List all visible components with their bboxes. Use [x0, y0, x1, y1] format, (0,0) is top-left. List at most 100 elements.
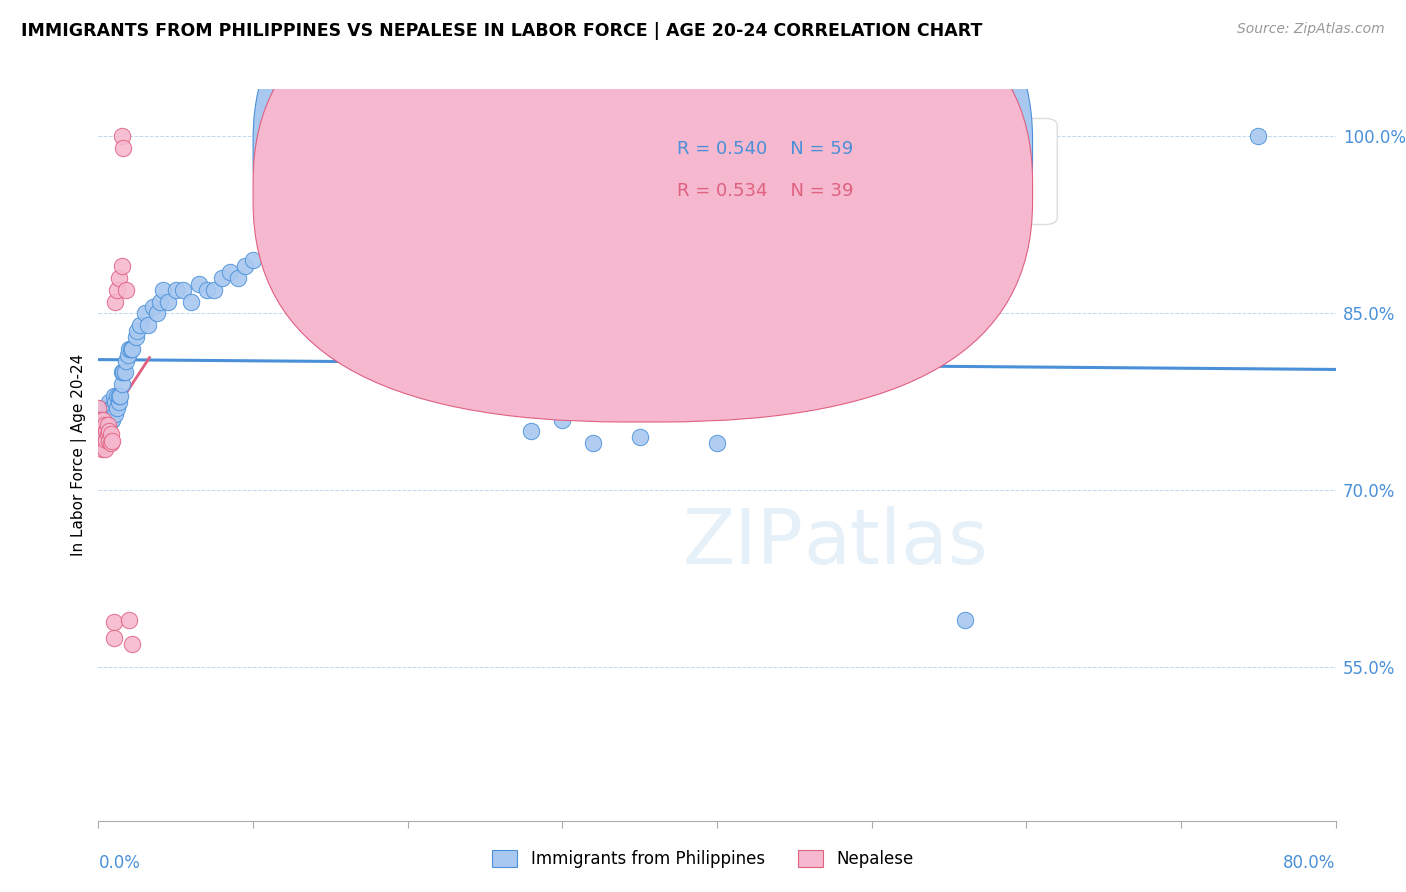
Text: 80.0%: 80.0%: [1284, 854, 1336, 871]
Text: 0.0%: 0.0%: [98, 854, 141, 871]
Point: [104, 394, 127, 409]
Point: [107, 389, 129, 403]
Point: [111, 377, 134, 392]
Point: [100, 426, 122, 441]
Point: [96, 425, 118, 439]
Point: [114, 365, 136, 379]
Point: [90, 426, 112, 441]
Text: atlas: atlas: [804, 506, 988, 580]
Point: [96, 433, 118, 447]
Point: [97, 426, 120, 441]
Point: [93, 418, 115, 433]
Point: [97, 418, 120, 433]
Point: [129, 318, 152, 333]
Point: [107, 394, 129, 409]
Point: [165, 283, 187, 297]
Point: [121, 342, 143, 356]
Point: [111, 259, 134, 273]
Point: [152, 283, 174, 297]
Point: [93, 436, 115, 450]
Point: [211, 271, 233, 285]
Point: [90, 436, 112, 450]
Point: [98, 434, 121, 448]
Point: [90, 401, 112, 415]
Point: [87, 412, 110, 426]
Point: [100, 412, 122, 426]
Point: [111, 129, 134, 144]
FancyBboxPatch shape: [253, 0, 1032, 422]
Point: [195, 283, 218, 297]
Point: [149, 294, 172, 309]
Point: [115, 353, 138, 368]
Point: [112, 365, 135, 379]
Point: [93, 426, 115, 441]
Point: [146, 306, 169, 320]
Point: [100, 401, 122, 415]
Point: [91, 422, 114, 436]
Point: [204, 283, 226, 297]
Point: [257, 247, 280, 261]
Point: [953, 613, 976, 627]
Point: [89, 412, 111, 426]
Point: [136, 318, 159, 333]
Point: [87, 418, 110, 433]
Text: ZIP: ZIP: [683, 506, 804, 580]
Point: [706, 436, 728, 450]
Point: [101, 401, 124, 415]
Point: [98, 407, 121, 421]
Point: [100, 436, 122, 450]
Point: [115, 283, 138, 297]
Point: [101, 412, 124, 426]
Point: [91, 412, 114, 426]
Point: [157, 294, 180, 309]
Point: [105, 283, 128, 297]
Point: [87, 401, 110, 415]
Point: [120, 342, 142, 356]
Point: [98, 425, 121, 439]
FancyBboxPatch shape: [599, 119, 1057, 225]
Point: [98, 394, 121, 409]
Point: [1247, 129, 1270, 144]
Text: IMMIGRANTS FROM PHILIPPINES VS NEPALESE IN LABOR FORCE | AGE 20-24 CORRELATION C: IMMIGRANTS FROM PHILIPPINES VS NEPALESE …: [21, 22, 983, 40]
Point: [242, 253, 264, 268]
Point: [117, 348, 139, 362]
Point: [105, 389, 128, 403]
Point: [104, 407, 127, 421]
Point: [89, 426, 111, 441]
Point: [104, 294, 127, 309]
Point: [118, 613, 141, 627]
Point: [89, 418, 111, 433]
Point: [107, 271, 129, 285]
FancyBboxPatch shape: [253, 0, 1032, 380]
Point: [124, 330, 146, 344]
Point: [103, 631, 125, 645]
Point: [520, 425, 543, 439]
Point: [96, 407, 118, 421]
Point: [235, 259, 257, 273]
Point: [105, 401, 128, 415]
Point: [111, 365, 134, 379]
Point: [89, 436, 111, 450]
Point: [90, 442, 112, 456]
Point: [93, 412, 115, 426]
Point: [219, 265, 242, 279]
Point: [628, 430, 651, 444]
Point: [97, 401, 120, 415]
Point: [103, 615, 125, 630]
Point: [551, 412, 574, 426]
Point: [91, 430, 114, 444]
Point: [96, 418, 118, 433]
Point: [118, 342, 141, 356]
Point: [226, 271, 249, 285]
Point: [103, 401, 125, 415]
Point: [112, 141, 135, 155]
Text: R = 0.540    N = 59: R = 0.540 N = 59: [678, 140, 853, 159]
Point: [582, 436, 605, 450]
Point: [121, 637, 143, 651]
Point: [127, 324, 149, 338]
Point: [134, 306, 156, 320]
Point: [180, 294, 202, 309]
Point: [93, 442, 115, 456]
Text: Source: ZipAtlas.com: Source: ZipAtlas.com: [1237, 22, 1385, 37]
Point: [91, 412, 114, 426]
